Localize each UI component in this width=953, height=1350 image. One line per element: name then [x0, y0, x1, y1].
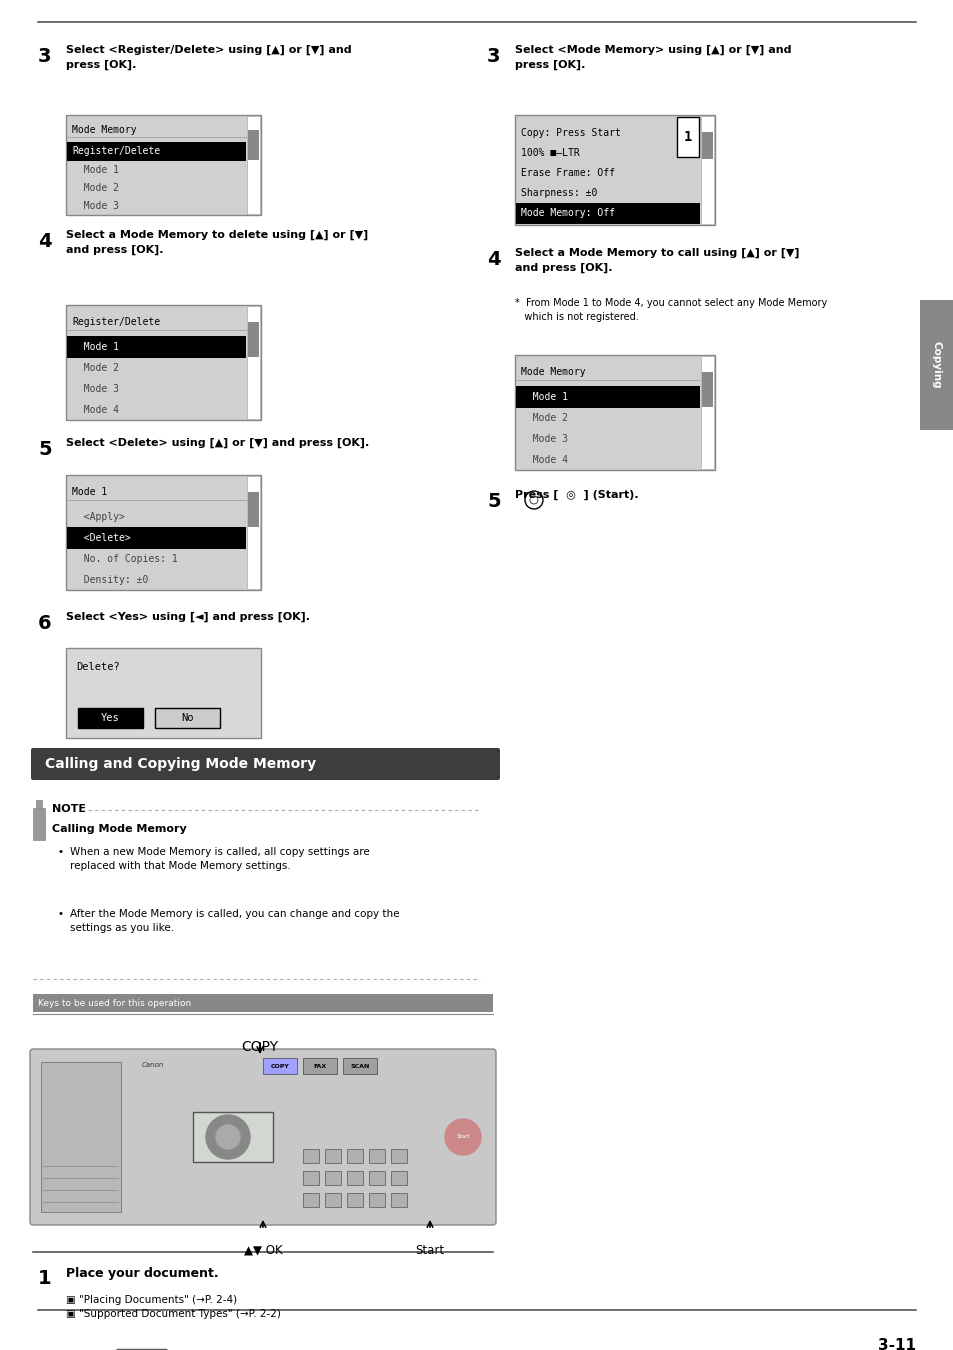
- Bar: [247, 116, 260, 215]
- Bar: [515, 115, 714, 225]
- Bar: [701, 373, 712, 406]
- Text: After the Mode Memory is called, you can change and copy the
settings as you lik: After the Mode Memory is called, you can…: [70, 909, 399, 933]
- Text: ▣ "Placing Documents" (→P. 2-4)
▣ "Supported Document Types" (→P. 2-2): ▣ "Placing Documents" (→P. 2-4) ▣ "Suppo…: [66, 1295, 280, 1319]
- Text: Place your document.: Place your document.: [66, 1268, 218, 1280]
- Text: Density: ±0: Density: ±0: [71, 575, 149, 585]
- Bar: [247, 477, 260, 589]
- Text: *  From Mode 1 to Mode 4, you cannot select any Mode Memory
   which is not regi: * From Mode 1 to Mode 4, you cannot sele…: [515, 298, 826, 321]
- Text: Mode 4: Mode 4: [520, 455, 567, 464]
- Bar: [677, 117, 699, 157]
- Circle shape: [444, 1119, 480, 1156]
- Text: SCAN: SCAN: [350, 1064, 370, 1068]
- Text: Delete?: Delete?: [76, 662, 120, 672]
- Text: Sharpness: ±0: Sharpness: ±0: [520, 188, 597, 198]
- Text: Mode 1: Mode 1: [71, 342, 119, 352]
- Text: Mode 2: Mode 2: [71, 363, 119, 373]
- Bar: [36, 801, 42, 809]
- Bar: [369, 1149, 385, 1162]
- Text: Start: Start: [415, 1243, 444, 1257]
- Bar: [516, 202, 700, 224]
- Text: When a new Mode Memory is called, all copy settings are
replaced with that Mode : When a new Mode Memory is called, all co…: [70, 846, 370, 871]
- Text: Select a Mode Memory to delete using [▲] or [▼]
and press [OK].: Select a Mode Memory to delete using [▲]…: [66, 230, 368, 255]
- Text: No. of Copies: 1: No. of Copies: 1: [71, 554, 177, 564]
- Text: 1: 1: [38, 1269, 51, 1288]
- Bar: [66, 115, 261, 215]
- Bar: [41, 1062, 121, 1212]
- Bar: [391, 1149, 407, 1162]
- Bar: [325, 1170, 340, 1185]
- Text: Mode 1: Mode 1: [71, 487, 107, 497]
- Text: Copy: Press Start: Copy: Press Start: [520, 128, 620, 138]
- Text: Select a Mode Memory to call using [▲] or [▼]
and press [OK].: Select a Mode Memory to call using [▲] o…: [515, 248, 799, 273]
- Text: ▲▼ OK: ▲▼ OK: [243, 1243, 282, 1257]
- Bar: [263, 1058, 296, 1075]
- Text: Yes: Yes: [101, 713, 120, 724]
- Bar: [247, 306, 260, 418]
- Text: Mode 3: Mode 3: [71, 201, 119, 211]
- Text: Select <Delete> using [▲] or [▼] and press [OK].: Select <Delete> using [▲] or [▼] and pre…: [66, 437, 369, 448]
- Text: •: •: [58, 909, 64, 919]
- Bar: [303, 1149, 318, 1162]
- Text: 100% ■—LTR: 100% ■—LTR: [520, 148, 579, 158]
- Text: 6: 6: [38, 614, 51, 633]
- Bar: [515, 355, 714, 470]
- Bar: [347, 1149, 363, 1162]
- Bar: [325, 1193, 340, 1207]
- Bar: [369, 1193, 385, 1207]
- Text: Mode 1: Mode 1: [520, 392, 567, 402]
- Circle shape: [206, 1115, 250, 1160]
- Bar: [700, 356, 713, 468]
- Bar: [347, 1193, 363, 1207]
- Text: Select <Yes> using [◄] and press [OK].: Select <Yes> using [◄] and press [OK].: [66, 612, 310, 622]
- Text: 3: 3: [38, 47, 51, 66]
- Text: No: No: [181, 713, 193, 724]
- Bar: [67, 528, 246, 549]
- Bar: [67, 142, 246, 162]
- Text: FAX: FAX: [313, 1064, 326, 1068]
- Bar: [369, 1170, 385, 1185]
- Bar: [67, 336, 246, 358]
- Text: Mode Memory: Off: Mode Memory: Off: [520, 208, 615, 217]
- Bar: [248, 130, 258, 161]
- Bar: [248, 323, 258, 356]
- Bar: [248, 493, 258, 526]
- Bar: [303, 1058, 336, 1075]
- Text: Keys to be used for this operation: Keys to be used for this operation: [38, 999, 191, 1007]
- Bar: [303, 1193, 318, 1207]
- Bar: [66, 305, 261, 420]
- Text: 4: 4: [486, 250, 500, 269]
- Bar: [391, 1193, 407, 1207]
- Text: Copying: Copying: [931, 342, 941, 389]
- Circle shape: [215, 1125, 240, 1149]
- Text: Calling Mode Memory: Calling Mode Memory: [52, 824, 187, 834]
- Text: Register/Delete: Register/Delete: [71, 146, 160, 157]
- Text: Press [  ◎  ] (Start).: Press [ ◎ ] (Start).: [515, 490, 638, 501]
- Text: Canon: Canon: [142, 1062, 164, 1068]
- Text: Mode 4: Mode 4: [71, 405, 119, 414]
- Text: NOTE: NOTE: [52, 805, 86, 814]
- Bar: [700, 116, 713, 224]
- Text: Register/Delete: Register/Delete: [71, 317, 160, 327]
- Bar: [303, 1170, 318, 1185]
- Text: 5: 5: [486, 491, 500, 512]
- Text: Mode 3: Mode 3: [520, 433, 567, 444]
- Text: COPY: COPY: [241, 1040, 278, 1054]
- Text: Select <Register/Delete> using [▲] or [▼] and
press [OK].: Select <Register/Delete> using [▲] or [▼…: [66, 45, 352, 70]
- Text: Mode 2: Mode 2: [71, 182, 119, 193]
- Bar: [78, 707, 143, 728]
- Text: Start: Start: [456, 1134, 469, 1139]
- Text: Mode Memory: Mode Memory: [520, 367, 585, 377]
- FancyBboxPatch shape: [30, 1049, 496, 1224]
- Text: Calling and Copying Mode Memory: Calling and Copying Mode Memory: [45, 757, 315, 771]
- Bar: [193, 1112, 273, 1162]
- Text: Erase Frame: Off: Erase Frame: Off: [520, 167, 615, 178]
- Text: 1: 1: [683, 130, 692, 144]
- Bar: [33, 994, 493, 1012]
- Text: Mode 3: Mode 3: [71, 383, 119, 394]
- Text: Mode 2: Mode 2: [520, 413, 567, 423]
- Bar: [391, 1170, 407, 1185]
- Bar: [66, 648, 261, 738]
- Bar: [343, 1058, 376, 1075]
- Bar: [154, 707, 220, 728]
- Text: Mode 1: Mode 1: [71, 165, 119, 174]
